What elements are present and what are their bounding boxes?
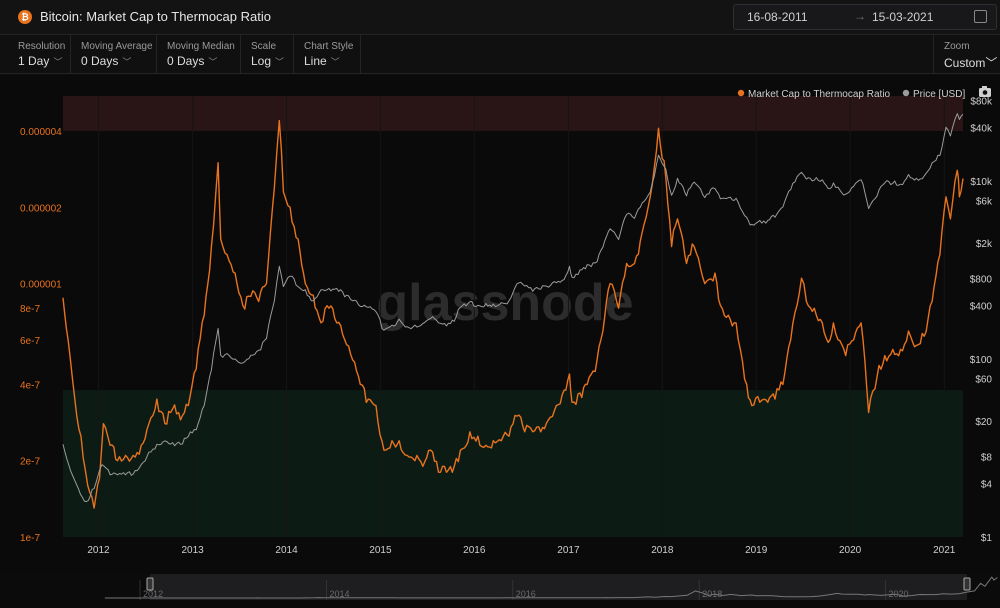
bottom-value-band <box>63 390 963 537</box>
x-tick-label: 2019 <box>745 545 768 556</box>
series-line-ratio[interactable] <box>62 119 964 509</box>
scale-label: Scale <box>251 41 277 52</box>
y-right-tick-label: $60 <box>975 375 992 386</box>
x-tick-label: 2021 <box>933 545 956 556</box>
series-line-price[interactable] <box>62 113 964 503</box>
bitcoin-icon: ₿ <box>18 9 32 24</box>
date-range-picker[interactable]: 16-08-2011 → 15-03-2021 <box>733 4 997 30</box>
navigator-right-handle[interactable] <box>963 577 971 591</box>
calendar-icon[interactable] <box>974 10 987 23</box>
legend: Market Cap to Thermocap Ratio Price [USD… <box>737 86 991 100</box>
y-right-tick-label: $6k <box>976 197 993 208</box>
navigator-year-label: 2020 <box>888 589 908 599</box>
legend-ratio-swatch[interactable] <box>737 89 745 97</box>
chart-area[interactable]: glassnode 0.0000040.0000020.0000018e-76e… <box>0 75 1000 608</box>
navigator-year-label: 2016 <box>516 589 536 599</box>
x-tick-label: 2020 <box>839 545 862 556</box>
y-left-tick-label: 4e-7 <box>20 380 40 391</box>
chevron-down-icon: ﹀ <box>985 56 998 70</box>
x-tick-label: 2015 <box>369 545 392 556</box>
y-right-tick-label: $20 <box>975 417 992 428</box>
zoom-select[interactable]: Zoom Custom﹀ <box>933 35 1000 73</box>
y-left-tick-label: 2e-7 <box>20 457 40 468</box>
y-left-tick-label: 0.000001 <box>20 280 62 291</box>
header-bar: ₿ Bitcoin: Market Cap to Thermocap Ratio… <box>0 0 1000 35</box>
resolution-select[interactable]: Resolution 1 Day ﹀ <box>8 35 71 73</box>
y-right-tick-label: $400 <box>970 301 993 312</box>
camera-icon[interactable] <box>979 86 991 97</box>
top-risk-band <box>63 96 963 132</box>
y-right-tick-label: $80k <box>970 97 993 108</box>
resolution-label: Resolution <box>18 41 66 52</box>
date-start-input[interactable]: 16-08-2011 <box>747 10 808 24</box>
chevron-down-icon: ﹀ <box>330 57 340 67</box>
legend-price-label[interactable]: Price [USD] <box>913 89 965 100</box>
zoom-value: Custom <box>944 56 986 70</box>
arrow-right-icon: → <box>854 9 866 23</box>
y-right-tick-label: $2k <box>976 239 993 250</box>
moving-average-label: Moving Average <box>81 41 153 52</box>
chevron-down-icon: ﹀ <box>122 57 132 67</box>
chevron-down-icon: ﹀ <box>208 57 218 67</box>
y-left-tick-label: 1e-7 <box>20 533 40 544</box>
y-right-tick-label: $4 <box>981 479 993 490</box>
y-right-tick-label: $40k <box>970 123 993 134</box>
y-left-tick-label: 6e-7 <box>20 336 40 347</box>
y-right-tick-label: $1 <box>981 533 993 544</box>
x-tick-label: 2018 <box>651 545 674 556</box>
y-left-tick-label: 8e-7 <box>20 304 40 315</box>
navigator-price-line <box>104 576 998 599</box>
moving-median-value: 0 Days <box>167 54 205 68</box>
y-right-tick-label: $8 <box>981 453 993 464</box>
resolution-value: 1 Day <box>18 54 50 68</box>
page-title: ₿ Bitcoin: Market Cap to Thermocap Ratio <box>18 9 271 24</box>
range-navigator[interactable]: 2012 2014 2016 2018 2020 <box>0 574 1000 600</box>
chart-controls: Resolution 1 Day ﹀ Moving Average 0 Days ﹀… <box>0 35 1000 74</box>
chart-style-value: Line <box>304 54 327 68</box>
navigator-year-label: 2012 <box>143 589 163 599</box>
chevron-down-icon: ﹀ <box>275 57 285 67</box>
moving-median-select[interactable]: Moving Median 0 Days ﹀ <box>157 35 241 73</box>
navigator-year-label: 2014 <box>330 589 350 599</box>
navigator-year-label: 2018 <box>702 589 722 599</box>
x-tick-label: 2012 <box>87 545 110 556</box>
navigator-selection[interactable] <box>150 574 967 600</box>
moving-median-label: Moving Median <box>167 41 235 52</box>
y-right-tick-label: $800 <box>970 275 993 286</box>
navigator-left-handle[interactable] <box>146 577 154 591</box>
chevron-down-icon: ﹀ <box>53 57 63 67</box>
x-tick-label: 2014 <box>275 545 298 556</box>
x-tick-label: 2013 <box>182 545 205 556</box>
scale-select[interactable]: Scale Log ﹀ <box>241 35 294 73</box>
y-right-tick-label: $10k <box>970 177 993 188</box>
y-left-tick-label: 0.000002 <box>20 203 62 214</box>
legend-ratio-label[interactable]: Market Cap to Thermocap Ratio <box>748 89 891 100</box>
chart-title: Bitcoin: Market Cap to Thermocap Ratio <box>40 9 271 24</box>
y-right-tick-label: $100 <box>970 355 993 366</box>
chart-style-select[interactable]: Chart Style Line ﹀ <box>294 35 361 73</box>
x-tick-label: 2016 <box>463 545 486 556</box>
scale-value: Log <box>251 54 272 68</box>
moving-average-value: 0 Days <box>81 54 119 68</box>
legend-price-swatch[interactable] <box>902 89 910 97</box>
x-tick-label: 2017 <box>557 545 580 556</box>
chart-style-label: Chart Style <box>304 41 354 52</box>
zoom-label: Zoom <box>944 41 970 52</box>
date-end-input[interactable]: 15-03-2021 <box>872 10 934 24</box>
moving-average-select[interactable]: Moving Average 0 Days ﹀ <box>71 35 157 73</box>
y-left-tick-label: 0.000004 <box>20 127 62 138</box>
